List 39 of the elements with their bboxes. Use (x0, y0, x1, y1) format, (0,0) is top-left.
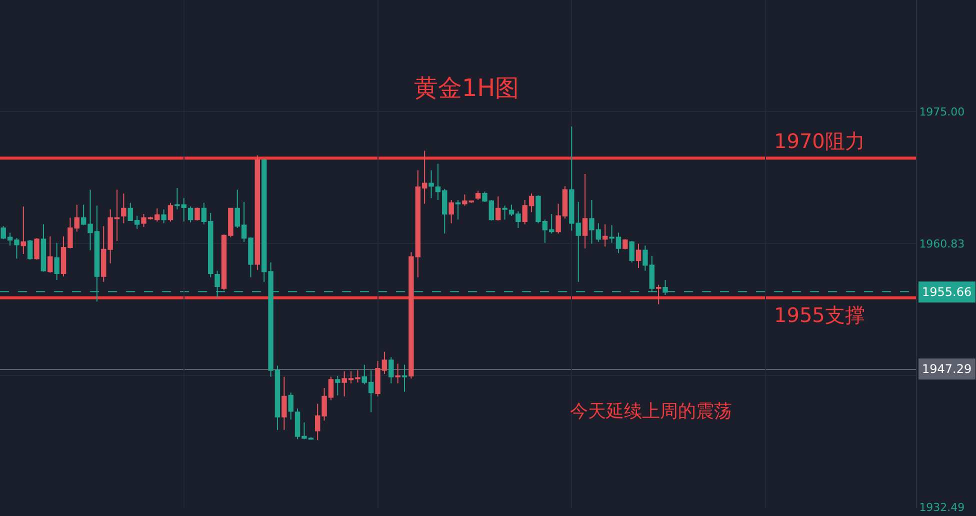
candlestick (622, 238, 628, 250)
candlestick (254, 154, 260, 270)
candlestick (40, 224, 46, 272)
y-tick-label: 1975.00 (919, 106, 965, 118)
annotation: 今天延续上周的震荡 (570, 401, 732, 422)
candlestick (402, 364, 408, 392)
ref-line-label: 1970阻力 (774, 129, 865, 153)
y-tick-label: 1960.83 (919, 237, 965, 250)
candlestick (656, 284, 662, 305)
candlestick (455, 200, 461, 220)
candlestick (288, 392, 294, 420)
candlestick (161, 208, 166, 224)
candlestick (48, 236, 53, 274)
candlestick (20, 206, 26, 254)
candlestick (602, 224, 608, 248)
candlestick (448, 200, 454, 224)
candlestick (502, 205, 508, 220)
candlestick (188, 206, 194, 223)
candlestick (496, 196, 501, 222)
candlestick (54, 242, 60, 281)
candlestick (194, 206, 200, 222)
candlestick (282, 376, 287, 430)
ref-line-label: 1955支撑 (774, 303, 865, 327)
ref-line-label: 1947.29 (922, 362, 972, 376)
candlestick (34, 238, 40, 260)
candlestick (168, 202, 174, 222)
candlestick (335, 375, 340, 396)
text: 黄金1H图 (414, 74, 520, 102)
candlestick (121, 193, 126, 224)
candlestick (582, 173, 588, 249)
candlestick (27, 240, 33, 260)
candlestick (395, 363, 400, 384)
y-tick-label: 1932.49 (919, 501, 965, 514)
candlestick (428, 170, 434, 199)
candlestick (629, 240, 634, 263)
candlestick (388, 356, 394, 384)
ref-line-label: 1955.66 (922, 285, 972, 299)
candlestick (636, 243, 642, 268)
candlestick (475, 190, 481, 201)
